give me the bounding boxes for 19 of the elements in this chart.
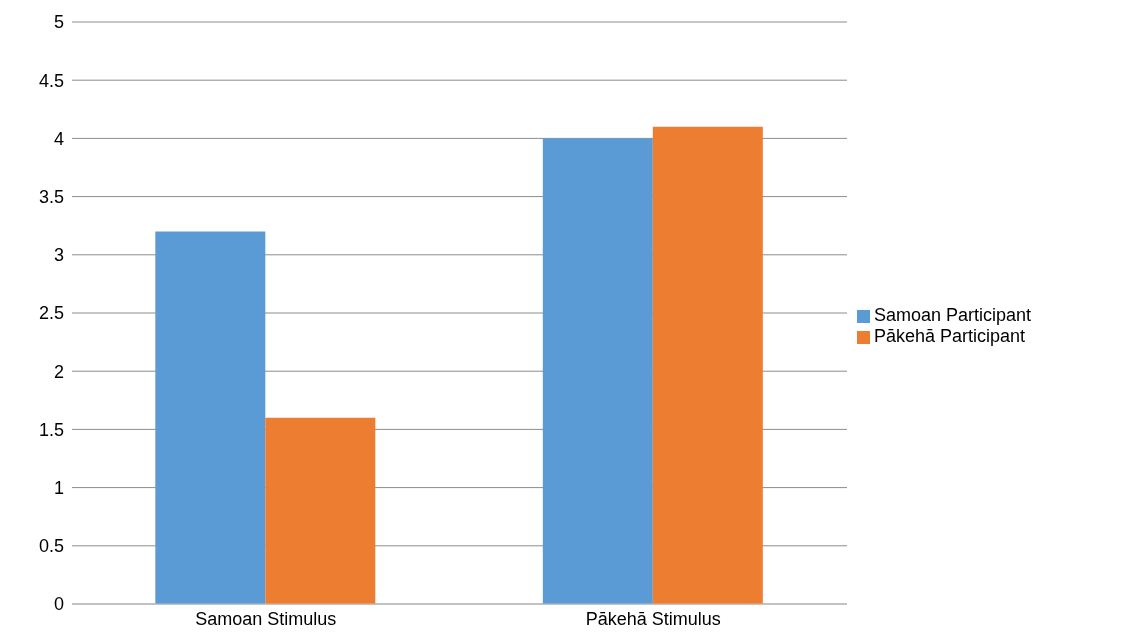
x-tick-label: Pākehā Stimulus <box>585 608 721 629</box>
y-tick-label: 3 <box>53 245 64 266</box>
y-tick-label: 0.5 <box>38 536 64 557</box>
y-tick-label: 5 <box>53 12 64 33</box>
y-tick-label: 4 <box>53 128 64 149</box>
bar <box>155 231 266 604</box>
y-tick-label: 1.5 <box>38 419 64 440</box>
bar <box>542 138 653 604</box>
y-tick-label: 0 <box>53 594 64 615</box>
y-tick-label: 3.5 <box>38 186 64 207</box>
legend-label: Pākehā Participant <box>874 326 1026 346</box>
y-tick-label: 2.5 <box>38 303 64 324</box>
y-tick-label: 2 <box>53 361 64 382</box>
y-tick-label: 1 <box>53 477 64 498</box>
bar <box>652 126 763 604</box>
y-tick-label: 4.5 <box>38 70 64 91</box>
x-tick-label: Samoan Stimulus <box>195 608 337 629</box>
legend-label: Samoan Participant <box>874 305 1032 325</box>
bar <box>265 417 376 604</box>
